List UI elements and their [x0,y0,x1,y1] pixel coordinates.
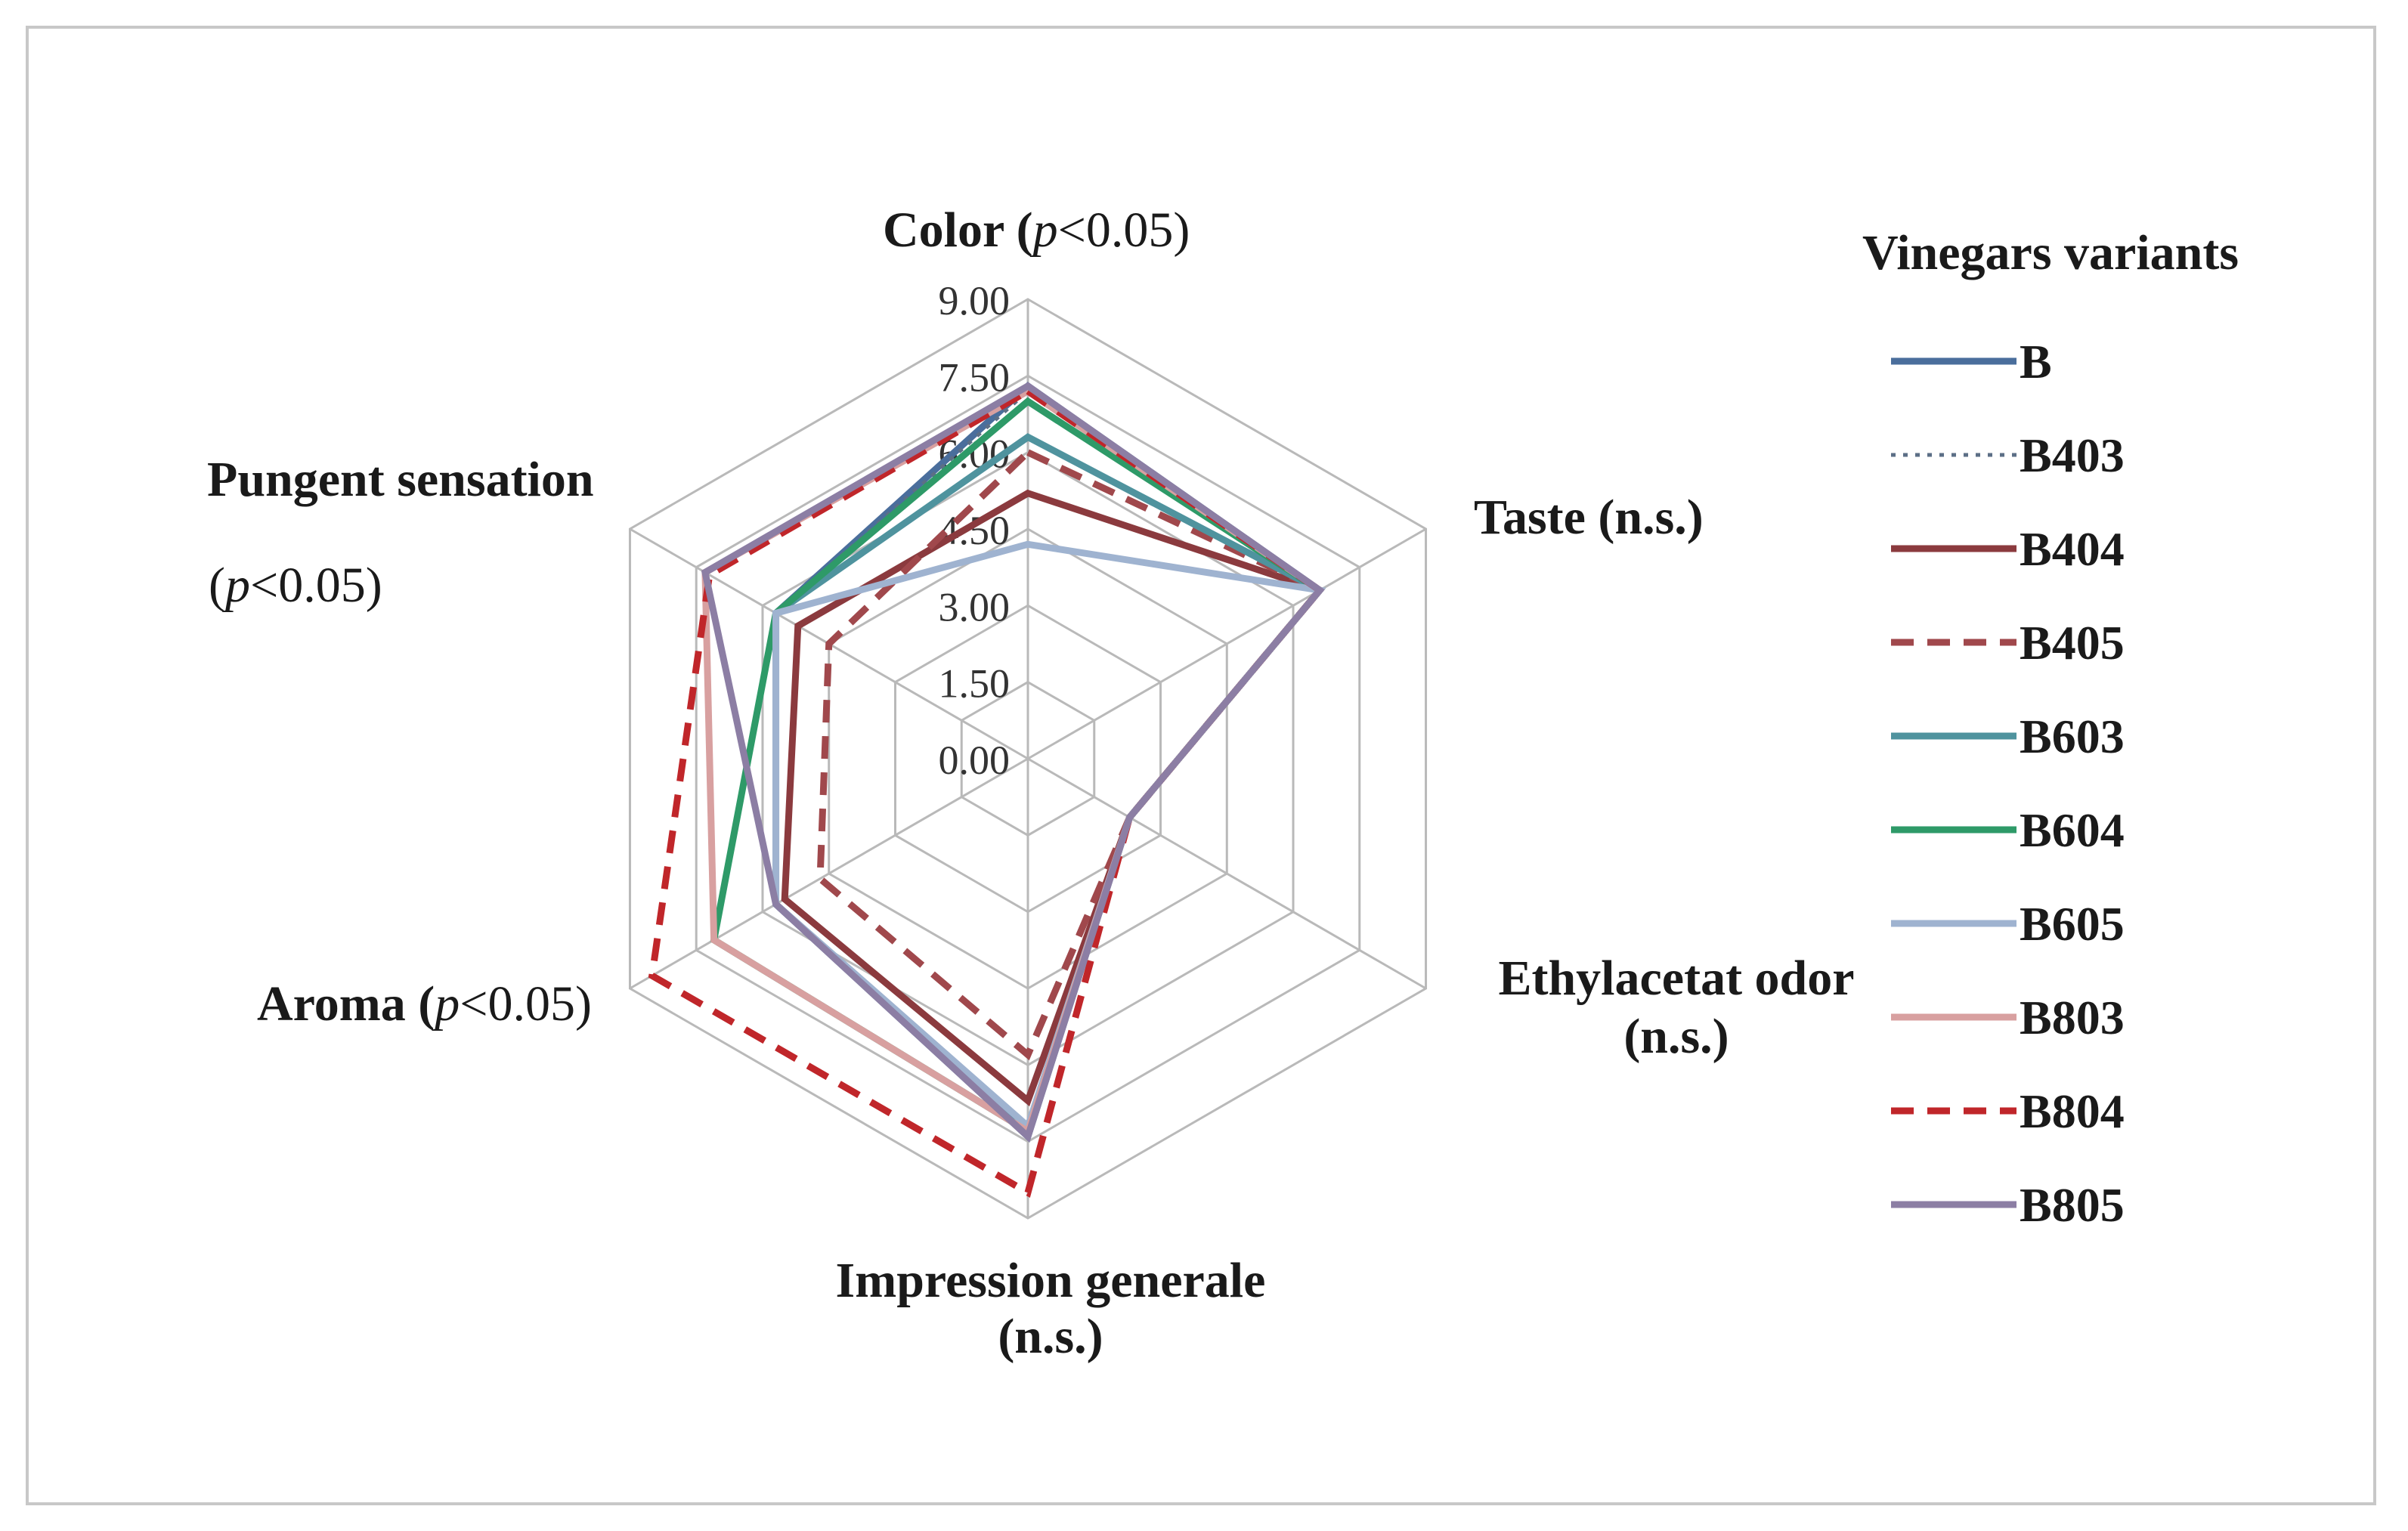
series-b405 [816,448,1326,1061]
legend-label-b804: B804 [2020,1084,2125,1138]
figure-frame: 0.00 1.50 3.00 4.50 6.00 7.50 9.00 Color (p<0.… [26,26,2376,1505]
tick-label: 3.00 [939,584,1011,629]
legend: B B403 B404 B405 B603 B604 B605 B803 B804 B805 [1891,335,2125,1232]
grid-spoke [629,757,1029,990]
radial-tick-labels: 0.001.503.004.506.007.509.00 [939,278,1011,783]
legend-title: Vinegars variants [1862,225,2239,280]
legend-label-b603: B603 [2020,710,2125,763]
axis-title-ethylacetat-line2: (n.s.) [1623,1009,1729,1064]
tick-label: 9.00 [939,278,1011,323]
tick-label: 1.50 [939,661,1011,707]
legend-label-b605: B605 [2020,897,2125,951]
radar-grid [628,298,1428,1220]
legend-label-b405: B405 [2020,616,2125,670]
axis-title-impression-line1: Impression generale [836,1253,1266,1308]
axis-title-color: Color (p<0.05) [883,203,1190,258]
series-layer [648,382,1326,1199]
legend-label-b604: B604 [2020,803,2125,857]
axis-title-pungent-line2: (p<0.05) [209,558,382,613]
axis-title-pungent-line1: Pungent sensation [207,452,594,507]
tick-label: 7.50 [939,354,1011,400]
series-b804 [648,387,1325,1199]
tick-label: 0.00 [939,738,1011,783]
series-b404 [781,489,1326,1107]
tick-label: 4.50 [939,508,1011,553]
axis-title-aroma: Aroma (p<0.05) [257,976,592,1031]
grid-spoke [1027,757,1427,990]
axis-title-taste: Taste (n.s.) [1474,490,1704,545]
legend-label-b403: B403 [2020,428,2125,482]
legend-label-b803: B803 [2020,991,2125,1044]
radar-chart: 0.001.503.004.506.007.509.00 Color (p<0.… [207,203,2239,1364]
legend-label-b805: B805 [2020,1178,2125,1232]
legend-label-b404: B404 [2020,522,2125,576]
axis-title-ethylacetat-line1: Ethylacetat odor [1498,951,1854,1006]
legend-label-b: B [2020,335,2052,388]
axis-title-impression-line2: (n.s.) [998,1309,1103,1364]
grid-spoke [1027,527,1427,760]
series-b805 [701,382,1325,1143]
